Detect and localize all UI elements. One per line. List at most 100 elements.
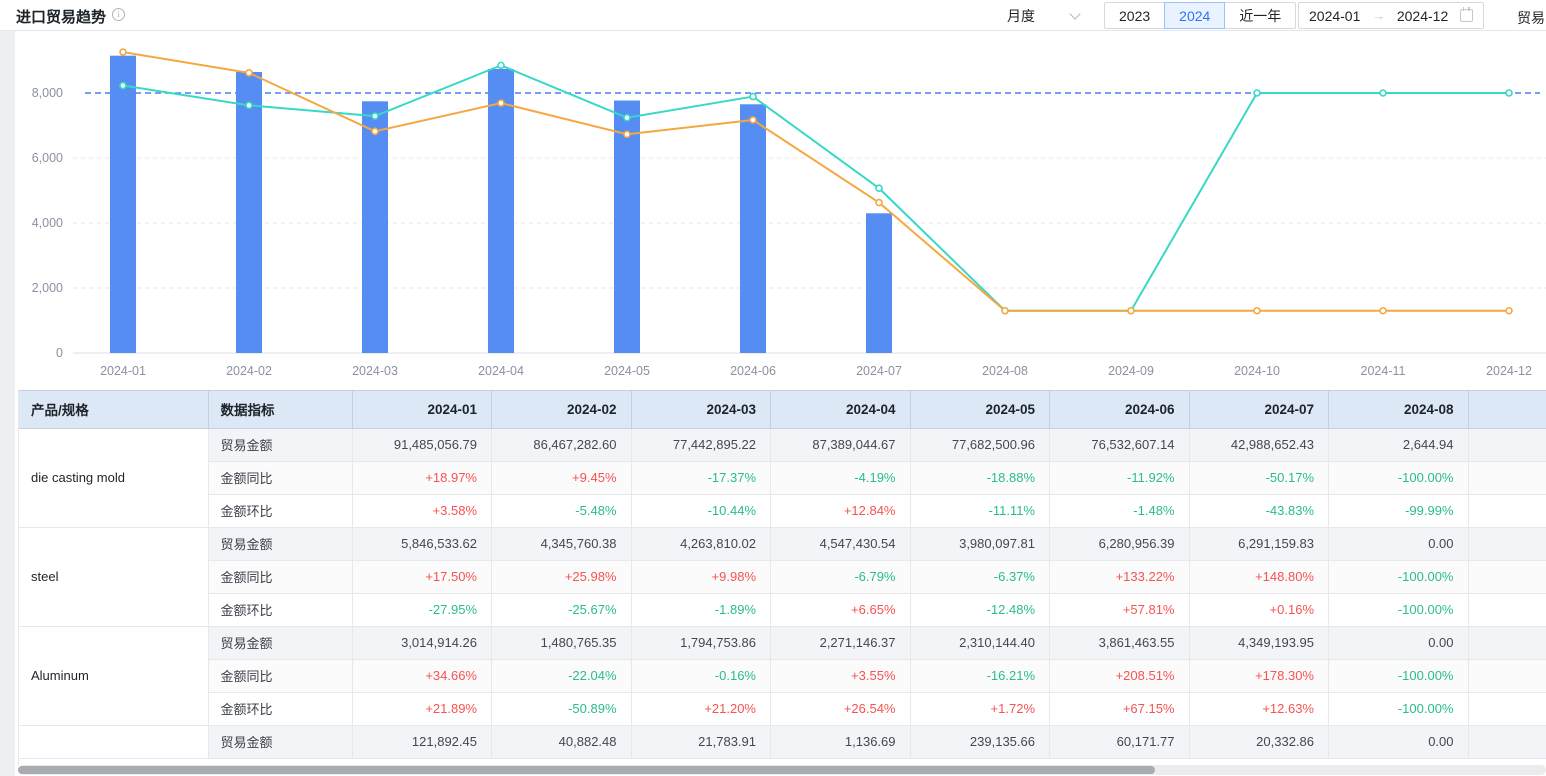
value-cell: -50.17%: [1189, 461, 1329, 495]
page-left-gutter: [0, 31, 15, 776]
line-series-orange-marker[interactable]: [497, 99, 505, 107]
value-cell: 42,988,652.43: [1189, 428, 1329, 462]
bar[interactable]: [362, 101, 388, 354]
horizontal-scrollbar-track[interactable]: [18, 765, 1546, 775]
value-cell: -11.92%: [1049, 461, 1190, 495]
value-cell: 60,171.77: [1049, 725, 1190, 759]
metric-label: 贸易金额: [208, 626, 353, 660]
value-cell: +25.98%: [491, 560, 632, 594]
bar[interactable]: [488, 68, 514, 353]
bar[interactable]: [866, 213, 892, 353]
value-cell: 40,882.48: [491, 725, 632, 759]
value-cell: -22.04%: [491, 659, 632, 693]
bar[interactable]: [740, 104, 766, 353]
line-series-teal-marker[interactable]: [245, 101, 253, 110]
header-month: 2024-01: [352, 391, 492, 429]
trade-type-label-cut[interactable]: 贸易: [1517, 10, 1545, 26]
line-series-orange-marker[interactable]: [1127, 306, 1135, 315]
value-cell: 4,263,810.02: [631, 527, 771, 561]
chevron-down-icon: [1069, 7, 1081, 20]
trend-chart-svg: 0 2,000 4,000 6,000 8,000 2024-01 2024-02 2024-…: [32, 48, 1546, 378]
year-2023-button[interactable]: 2023: [1104, 2, 1166, 29]
value-cell: +178.30%: [1189, 659, 1329, 693]
x-axis-tick-label: 2024-09: [1108, 364, 1154, 378]
recent-year-button[interactable]: 近一年: [1224, 2, 1297, 29]
table-row: 金额环比 +21.89% -50.89% +21.20% +26.54% +1.72% +6…: [19, 692, 1546, 726]
value-cell: -5.48%: [491, 494, 632, 528]
value-cell-partial: [1468, 659, 1546, 693]
value-cell: -100.00%: [1328, 560, 1469, 594]
value-cell: +34.66%: [352, 659, 492, 693]
value-cell: 77,682,500.96: [910, 428, 1050, 462]
metric-label: 贸易金额: [208, 725, 353, 759]
value-cell: -11.11%: [910, 494, 1050, 528]
x-axis-tick-label: 2024-05: [604, 364, 650, 378]
metric-label: 贸易金额: [208, 428, 353, 462]
value-cell: -1.89%: [631, 593, 771, 627]
value-cell: -6.79%: [770, 560, 911, 594]
value-cell: +21.89%: [352, 692, 492, 726]
value-cell: 5,846,533.62: [352, 527, 492, 561]
period-select[interactable]: 月度: [995, 2, 1091, 29]
value-cell: -99.99%: [1328, 494, 1469, 528]
line-series-teal-marker[interactable]: [497, 61, 505, 70]
line-series-orange-marker[interactable]: [623, 130, 631, 139]
line-series-orange-marker[interactable]: [749, 116, 757, 124]
value-cell: -12.48%: [910, 593, 1050, 627]
value-cell: 3,980,097.81: [910, 527, 1050, 561]
line-series-orange-marker[interactable]: [1505, 306, 1513, 315]
line-series-teal-marker[interactable]: [875, 184, 883, 193]
period-select-value: 月度: [1007, 7, 1035, 24]
value-cell: 2,644.94: [1328, 428, 1469, 462]
metric-label: 金额同比: [208, 659, 353, 693]
bar[interactable]: [614, 100, 640, 354]
value-cell: -100.00%: [1328, 593, 1469, 627]
line-series-orange-marker[interactable]: [371, 127, 379, 136]
metric-label: 金额环比: [208, 593, 353, 627]
date-range-picker[interactable]: 2024-01 → 2024-12: [1298, 2, 1484, 29]
value-cell: 3,861,463.55: [1049, 626, 1190, 660]
line-series-teal-marker[interactable]: [749, 92, 757, 101]
value-cell: +26.54%: [770, 692, 911, 726]
line-series-teal-marker[interactable]: [119, 81, 127, 90]
trend-chart[interactable]: 0 2,000 4,000 6,000 8,000 2024-01 2024-02 2024-…: [15, 31, 1546, 388]
date-end: 2024-12: [1396, 7, 1449, 24]
header-month: 2024-05: [910, 391, 1050, 429]
line-series-orange-marker[interactable]: [119, 48, 127, 56]
line-series-teal-marker[interactable]: [371, 112, 379, 120]
value-cell: -18.88%: [910, 461, 1050, 495]
line-series-teal-marker[interactable]: [1379, 89, 1387, 97]
value-cell: 76,532,607.14: [1049, 428, 1190, 462]
line-series-teal-marker[interactable]: [1253, 89, 1261, 97]
horizontal-scrollbar-thumb[interactable]: [18, 766, 1155, 774]
line-series-teal-path[interactable]: [122, 64, 1509, 312]
value-cell-partial: [1468, 494, 1546, 528]
value-cell-partial: [1468, 593, 1546, 627]
y-axis-tick-label: 0: [56, 346, 63, 360]
x-axis-tick-label: 2024-04: [478, 364, 524, 378]
value-cell: 239,135.66: [910, 725, 1050, 759]
bar[interactable]: [110, 55, 136, 353]
value-cell: +133.22%: [1049, 560, 1190, 594]
line-series-orange-marker[interactable]: [245, 69, 253, 77]
value-cell: 87,389,044.67: [770, 428, 911, 462]
y-axis-tick-label: 2,000: [32, 281, 63, 295]
line-series-orange-marker[interactable]: [1379, 306, 1387, 315]
x-axis-tick-label: 2024-06: [730, 364, 776, 378]
year-2024-button[interactable]: 2024: [1164, 2, 1226, 29]
value-cell: 2,310,144.40: [910, 626, 1050, 660]
line-series-orange-marker[interactable]: [875, 198, 883, 207]
line-series-orange-path[interactable]: [122, 51, 1509, 312]
value-cell-partial: [1468, 461, 1546, 495]
line-series-teal-marker[interactable]: [623, 113, 631, 122]
value-cell: +57.81%: [1049, 593, 1190, 627]
value-cell: -100.00%: [1328, 461, 1469, 495]
product-name: steel: [19, 527, 209, 627]
x-axis-tick-label: 2024-02: [226, 364, 272, 378]
line-series-teal-marker[interactable]: [1505, 89, 1513, 97]
trade-data-table-wrap: 产品/规格 数据指标 2024-01 2024-02 2024-03 2024-04 202…: [18, 390, 1546, 766]
bar[interactable]: [236, 71, 262, 354]
line-series-orange-marker[interactable]: [1001, 306, 1009, 315]
line-series-orange-marker[interactable]: [1253, 306, 1261, 315]
table-row: 金额环比 -27.95% -25.67% -1.89% +6.65% -12.48% +57…: [19, 593, 1546, 627]
